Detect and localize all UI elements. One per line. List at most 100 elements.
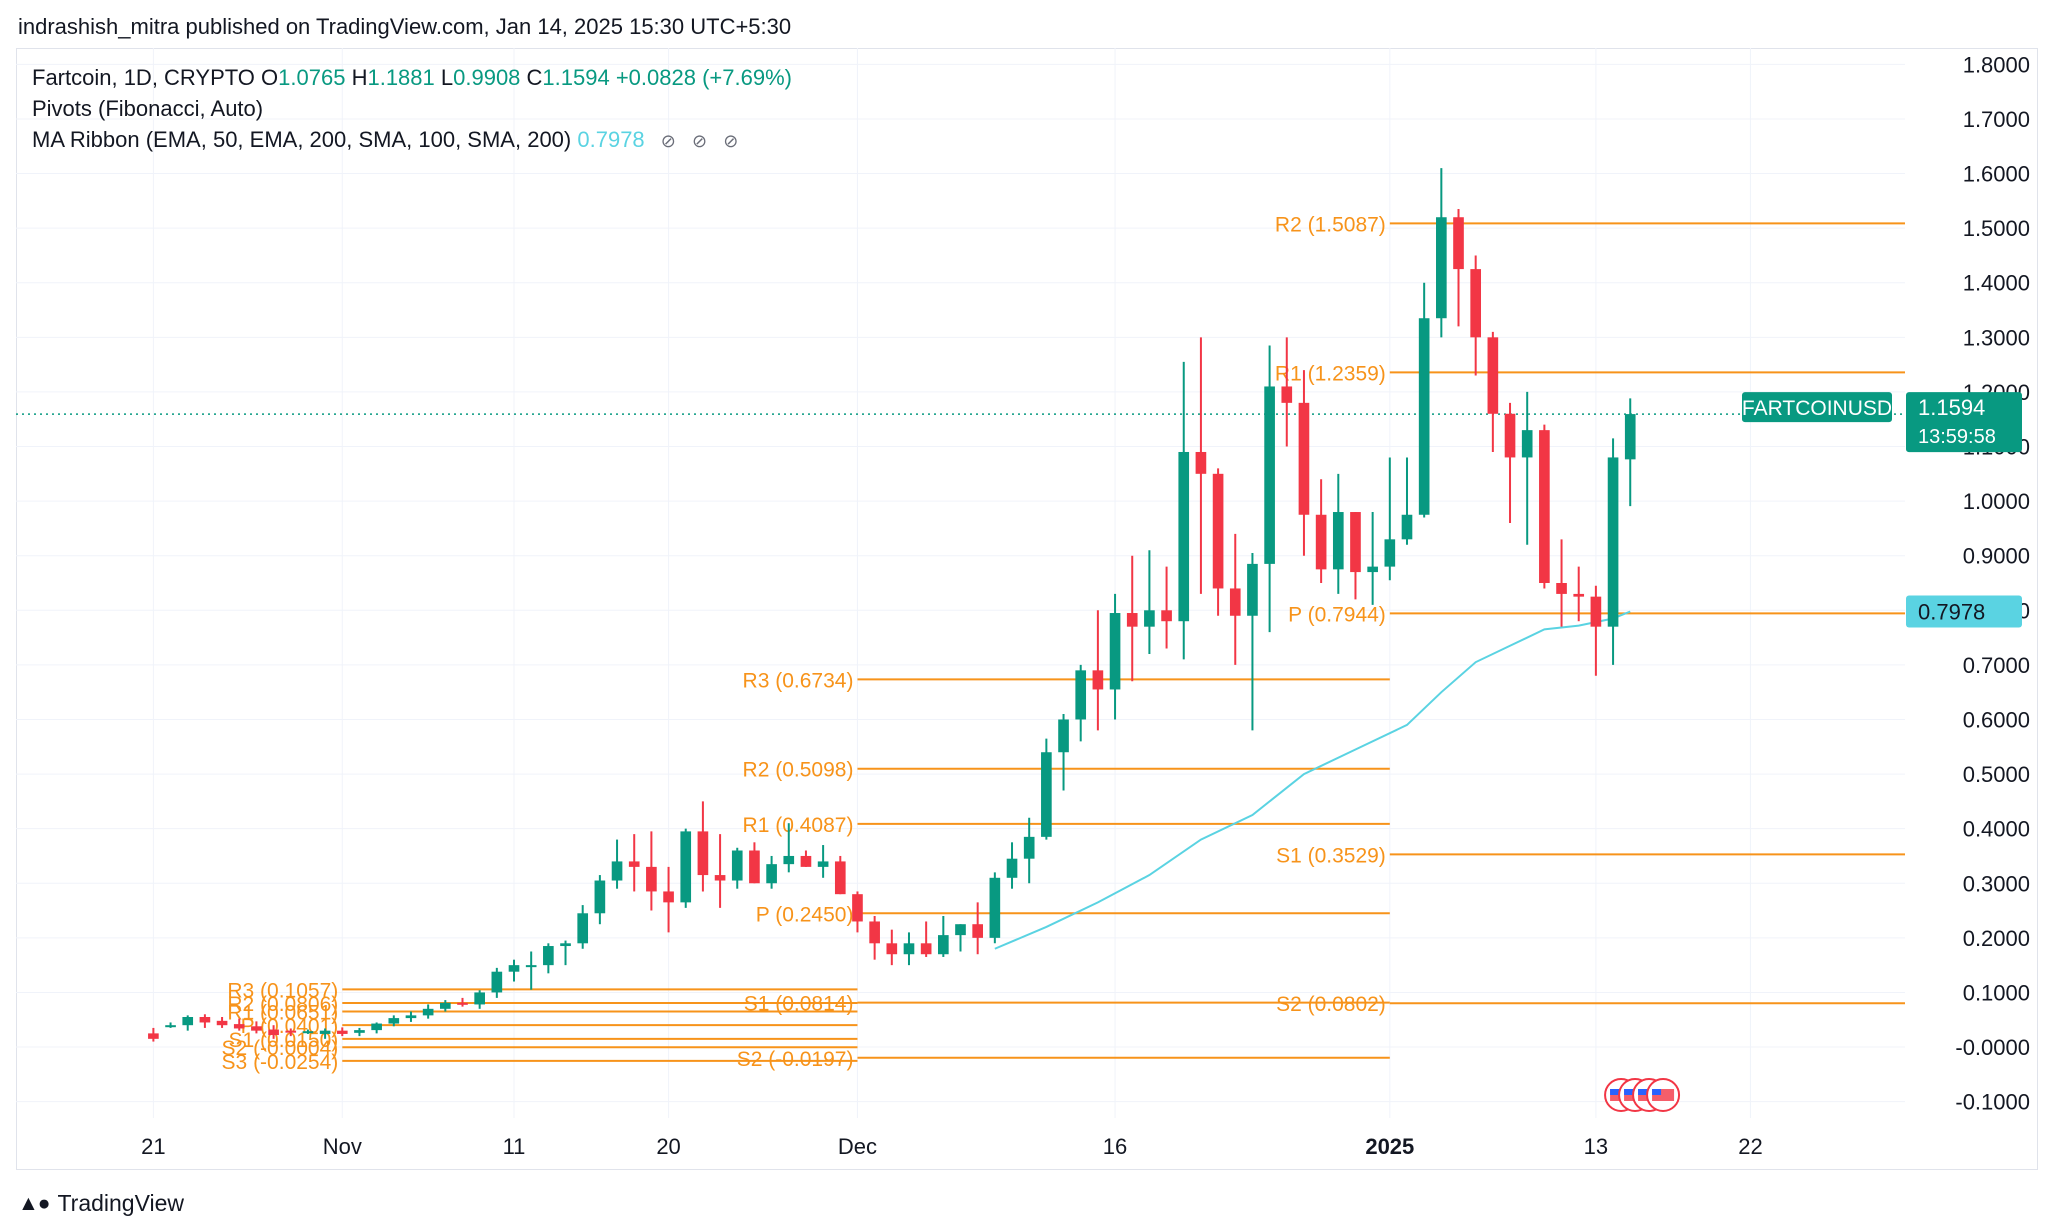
y-tick-label: 0.6000 [1963,707,2030,732]
candle-body [474,992,485,1005]
pivot-label: S2 (-0.0197) [737,1048,854,1071]
pivot-label: P (0.2450) [756,903,854,926]
candle-body [457,1002,468,1005]
y-tick-label: 1.5000 [1963,216,2030,241]
symbol-tag [1742,392,1892,423]
candle-body [1590,596,1602,627]
us-flag-icon [1610,1089,1620,1095]
legend-ohlc-key: O [261,65,279,90]
legend-ohlc-value: 1.0765 [278,65,352,90]
candle-body [852,894,863,922]
ma-price-value: 0.7978 [1918,599,1985,624]
legend-pivots-label: Pivots (Fibonacci, Auto) [32,96,264,121]
candle-body [1453,217,1464,270]
candle-body [1281,386,1293,403]
candle-body [800,855,812,867]
candle-body [1041,752,1052,837]
last-price-value: 1.1594 [1918,395,1985,420]
candle-body [646,866,657,892]
candle-body [1521,430,1533,458]
pivot-label: P (0.0401) [241,1015,339,1038]
candle-body [1023,836,1035,859]
candle-body [663,891,674,903]
candle-body [268,1029,279,1036]
legend-change: +0.0828 (+7.69%) [615,65,792,90]
candle-body [560,943,571,947]
last-price-tag [1906,392,2022,453]
candle-body [285,1030,297,1033]
x-tick-label: Nov [323,1134,362,1159]
pivot-label: P (0.7944) [1288,603,1386,626]
y-tick-label: 0.5000 [1963,762,2030,787]
candle-body [354,1030,365,1033]
tradingview-logo-icon: ▲● [18,1191,50,1215]
us-flag-icon [1624,1089,1634,1095]
pivot-label: R1 (0.4087) [743,814,854,837]
candle-body [1212,473,1224,589]
x-tick-label: 22 [1738,1134,1762,1159]
candle-body [1384,539,1396,567]
candle-body [1487,337,1499,414]
candle-body [336,1030,348,1034]
candle-body [1470,269,1482,338]
candle-body [165,1025,176,1028]
candle-body [233,1024,245,1029]
candle-body [525,965,537,968]
legend-ohlc: O1.0765 H1.1881 L0.9908 C1.1594 [261,65,616,90]
eye-off-icon[interactable]: ⊘ [692,131,708,151]
y-tick-label: 0.3000 [1963,871,2030,896]
y-tick-label: 1.4000 [1963,271,2030,296]
y-tick-label: 0.9000 [1963,544,2030,569]
y-tick-label: 0.2000 [1963,926,2030,951]
x-tick-label: 13 [1584,1134,1608,1159]
candle-body [1573,593,1585,597]
pivot-label: S3 (-0.0254) [222,1051,339,1074]
candle-body [1178,451,1190,622]
legend-pivots-row[interactable]: Pivots (Fibonacci, Auto) [32,93,792,124]
pivot-label: S1 (0.0814) [744,993,854,1016]
candle-body [371,1023,382,1031]
candle-body [1058,719,1069,753]
us-flag-icon [1638,1089,1648,1095]
candle-body [439,1002,451,1009]
candle-body [1229,588,1241,616]
legend-symbol-row[interactable]: Fartcoin, 1D, CRYPTO O1.0765 H1.1881 L0.… [32,62,792,93]
candle-body [182,1017,194,1026]
candle-body [491,971,503,993]
candle-body [1075,670,1087,720]
legend-ohlc-key: H [351,65,368,90]
candle-body [594,880,606,914]
candle-body [543,946,554,966]
candle-body [422,1008,434,1016]
footer-brand: TradingView [57,1190,185,1216]
candle-body [1109,613,1121,690]
pivot-label: S2 (-0.0004) [222,1037,339,1060]
y-tick-label: 1.0000 [1963,489,2030,514]
legend-ohlc-value: 1.1594 [542,65,616,90]
candle-body [1144,610,1155,627]
candle-body [1264,386,1275,564]
chart-frame [16,48,2038,1170]
ma-price-tag [1906,595,2022,628]
legend-ma-row[interactable]: MA Ribbon (EMA, 50, EMA, 200, SMA, 100, … [32,124,792,157]
candle-body [508,965,520,972]
legend-symbol: Fartcoin, 1D, CRYPTO [32,65,255,90]
x-tick-label: 11 [503,1134,526,1159]
candle-body [577,913,589,944]
candle-body [1436,217,1447,319]
candle-body [766,864,777,884]
pivot-label: S1 (0.3529) [1276,844,1386,867]
x-tick-label: 21 [141,1134,165,1159]
candle-body [1367,566,1378,573]
y-tick-label: 1.6000 [1963,162,2030,187]
pivot-label: R1 (1.2359) [1275,362,1386,385]
countdown-timer: 13:59:58 [1918,426,1996,448]
legend-ohlc-key: L [440,65,454,90]
us-flag-icon [1652,1089,1662,1095]
candle-body [1624,414,1636,460]
eye-off-icon[interactable]: ⊘ [660,131,676,151]
tradingview-logo[interactable]: ▲● TradingView [18,1190,184,1217]
candle-body [1006,858,1018,878]
eye-off-icon[interactable]: ⊘ [723,131,739,151]
